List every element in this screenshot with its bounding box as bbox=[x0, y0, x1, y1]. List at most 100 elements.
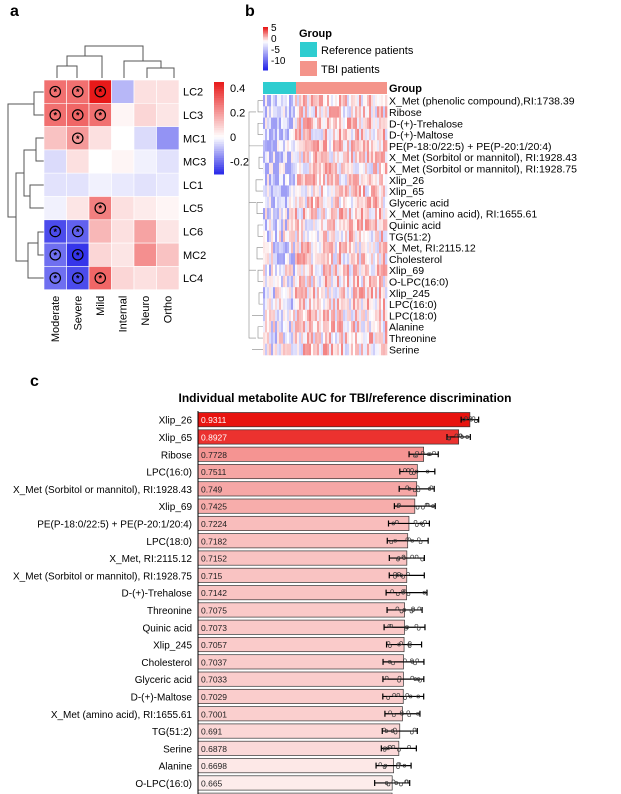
dendrogram-branch bbox=[257, 326, 263, 339]
heatmap-b-cell bbox=[297, 321, 300, 333]
heatmap-b-cell bbox=[295, 117, 298, 130]
heatmap-b-cell bbox=[295, 106, 298, 118]
heatmap-b-cell bbox=[333, 275, 336, 288]
significance-marker bbox=[71, 272, 84, 284]
data-point bbox=[402, 589, 407, 593]
heatmap-b-cell bbox=[373, 174, 376, 186]
auc-bar bbox=[197, 464, 418, 480]
heatmap-b-cell bbox=[315, 321, 318, 333]
heatmap-b-cell bbox=[327, 117, 330, 130]
scale-tick-label: -10 bbox=[271, 56, 286, 67]
heatmap-b-cell bbox=[283, 332, 286, 344]
heatmap-b-cell bbox=[367, 174, 370, 186]
heatmap-b-cell bbox=[275, 309, 278, 322]
heatmap-b-cell bbox=[367, 230, 370, 243]
data-point bbox=[393, 538, 397, 543]
heatmap-b-cell bbox=[323, 309, 326, 322]
heatmap-b-cell bbox=[299, 140, 302, 152]
heatmap-b-cell bbox=[303, 230, 306, 243]
heatmap-b-cell bbox=[281, 196, 284, 209]
heatmap-b-cell bbox=[329, 106, 332, 118]
heatmap-b-cell bbox=[317, 106, 320, 118]
heatmap-b-cell bbox=[369, 298, 372, 311]
heatmap-b-cell bbox=[383, 128, 386, 141]
heatmap-b-cell bbox=[283, 321, 286, 333]
heatmap-b-cell bbox=[353, 343, 356, 356]
heatmap-b-cell bbox=[289, 332, 292, 344]
heatmap-b-cell bbox=[273, 253, 276, 265]
heatmap-b-cell bbox=[349, 241, 352, 254]
heatmap-b-cell bbox=[345, 196, 348, 209]
heatmap-b-cell bbox=[351, 219, 354, 231]
heatmap-b-cell bbox=[271, 106, 274, 118]
heatmap-b-cell bbox=[263, 140, 266, 152]
heatmap-b-cell bbox=[357, 275, 360, 288]
legend-gradient-segment bbox=[214, 107, 224, 111]
heatmap-b-cell bbox=[341, 253, 344, 265]
heatmap-b-cell bbox=[329, 287, 332, 299]
heatmap-b-cell bbox=[377, 117, 380, 130]
heatmap-b-cell bbox=[319, 287, 322, 299]
significance-marker bbox=[49, 109, 62, 121]
heatmap-b-cell bbox=[347, 287, 350, 299]
heatmap-b-cell bbox=[355, 219, 358, 231]
heatmap-b-cell bbox=[299, 264, 302, 277]
heatmap-b-cell bbox=[313, 95, 316, 107]
heatmap-b-cell bbox=[349, 140, 352, 152]
heatmap-b-cell bbox=[369, 241, 372, 254]
heatmap-b-cell bbox=[287, 309, 290, 322]
heatmap-b-cell bbox=[379, 253, 382, 265]
heatmap-b-cell bbox=[289, 174, 292, 186]
heatmap-b-cell bbox=[313, 174, 316, 186]
heatmap-b-cell bbox=[367, 196, 370, 209]
heatmap-b-cell bbox=[367, 343, 370, 356]
heatmap-b-cell bbox=[345, 185, 348, 198]
heatmap-b-cell bbox=[353, 140, 356, 152]
heatmap-b-cell bbox=[361, 241, 364, 254]
heatmap-b-cell bbox=[287, 219, 290, 231]
heatmap-b-cell bbox=[341, 185, 344, 198]
legend-gradient-segment bbox=[214, 162, 224, 166]
heatmap-b-cell bbox=[353, 332, 356, 344]
heatmap-b-cell bbox=[283, 162, 286, 175]
heatmap-b-cell bbox=[365, 230, 368, 243]
heatmap-b-cell bbox=[277, 128, 280, 141]
heatmap-b-cell bbox=[287, 151, 290, 164]
heatmap-b-cell bbox=[311, 151, 314, 164]
heatmap-b-cell bbox=[315, 196, 318, 209]
heatmap-b-cell bbox=[385, 230, 388, 243]
heatmap-b-cell bbox=[263, 95, 266, 107]
dendrogram-branch bbox=[258, 292, 263, 305]
heatmap-b-cell bbox=[341, 321, 344, 333]
scale-gradient-segment bbox=[263, 28, 268, 31]
heatmap-b-cell bbox=[273, 309, 276, 322]
heatmap-b-cell bbox=[309, 298, 312, 311]
data-point bbox=[386, 782, 391, 787]
data-point bbox=[423, 520, 427, 524]
heatmap-b-cell bbox=[339, 162, 342, 175]
heatmap-cell bbox=[133, 219, 157, 244]
heatmap-b-cell bbox=[353, 128, 356, 141]
heatmap-b-cell bbox=[295, 298, 298, 311]
auc-value-label: 0.749 bbox=[201, 484, 223, 494]
heatmap-b-cell bbox=[317, 174, 320, 186]
heatmap-b-cell bbox=[271, 128, 274, 141]
heatmap-b-cell bbox=[335, 241, 338, 254]
heatmap-b-cell bbox=[359, 128, 362, 141]
heatmap-b-cell bbox=[265, 196, 268, 209]
heatmap-b-cell bbox=[383, 287, 386, 299]
heatmap-b-cell bbox=[273, 106, 276, 118]
legend-gradient-segment bbox=[214, 153, 224, 157]
dendrogram-trunk bbox=[248, 111, 263, 350]
heatmap-b-cell bbox=[329, 321, 332, 333]
heatmap-b-cell bbox=[279, 185, 282, 198]
heatmap-b-cell bbox=[367, 275, 370, 288]
heatmap-b-cell bbox=[357, 241, 360, 254]
heatmap-b-cell bbox=[273, 95, 276, 107]
legend-gradient-segment bbox=[214, 86, 224, 90]
data-point bbox=[397, 762, 402, 766]
data-point bbox=[396, 693, 401, 697]
heatmap-b-cell bbox=[327, 140, 330, 152]
heatmap-b-cell bbox=[311, 196, 314, 209]
heatmap-b-cell bbox=[359, 174, 362, 186]
